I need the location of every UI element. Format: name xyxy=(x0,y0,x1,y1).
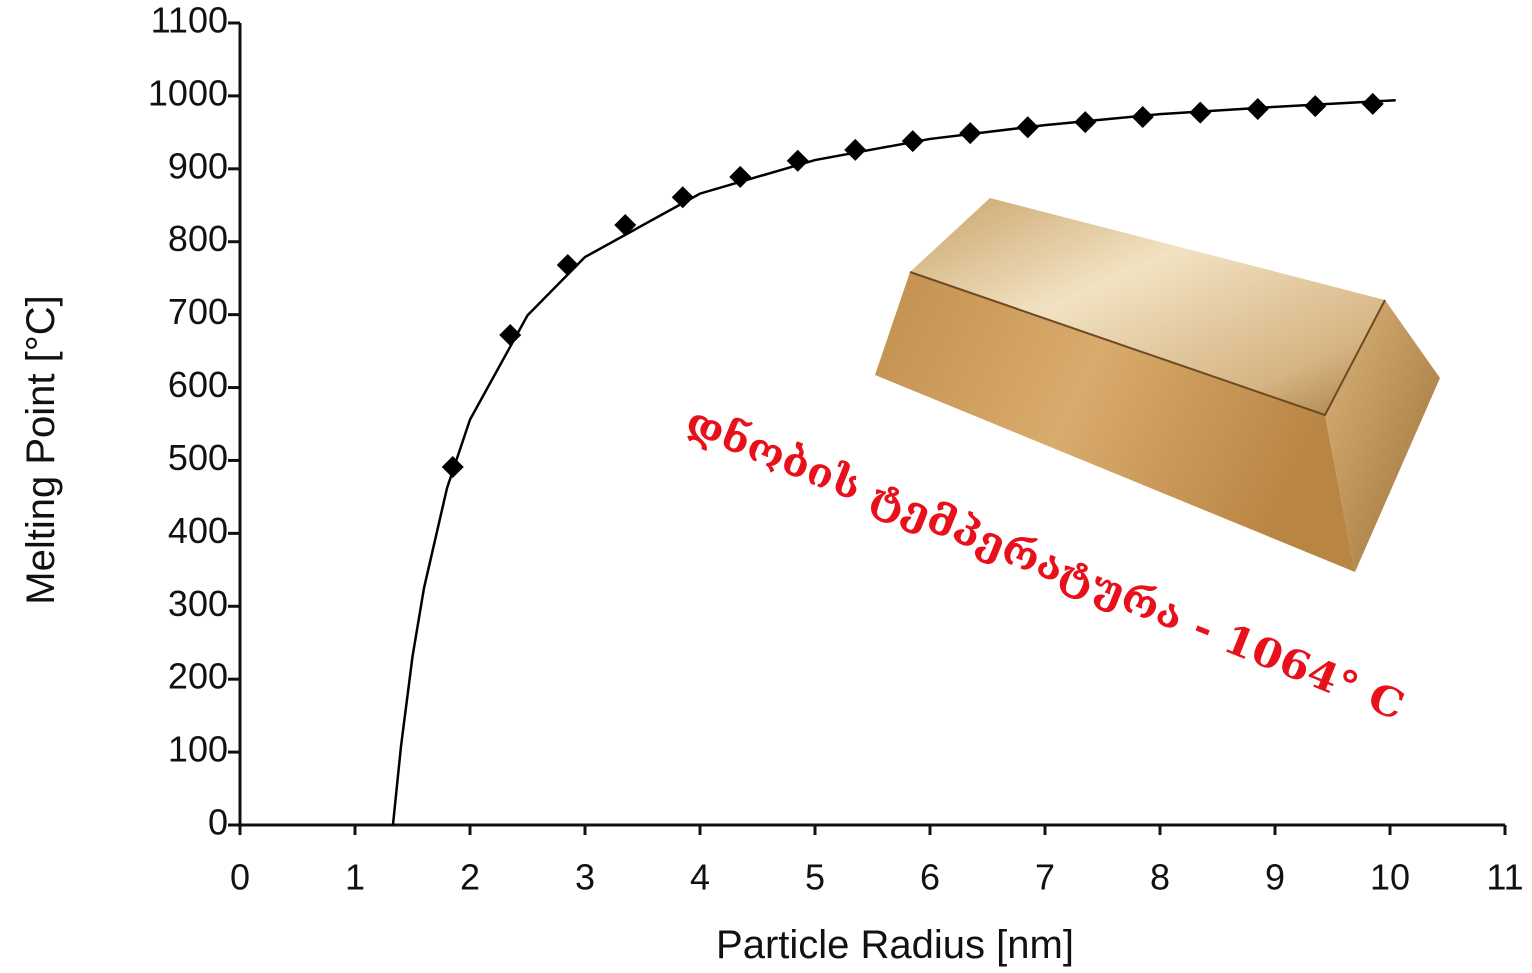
marker xyxy=(614,214,636,236)
y-tick-label: 200 xyxy=(168,656,228,697)
marker xyxy=(844,139,866,161)
y-tick-label: 900 xyxy=(168,145,228,186)
x-tick-label: 8 xyxy=(1150,857,1170,898)
x-tick-label: 9 xyxy=(1265,857,1285,898)
y-tick-label: 1100 xyxy=(151,0,228,41)
y-tick-label: 400 xyxy=(168,510,228,551)
x-tick-label: 3 xyxy=(575,857,595,898)
x-tick-label: 7 xyxy=(1035,857,1055,898)
x-tick-label: 4 xyxy=(690,857,710,898)
y-axis-title: Melting Point [°C] xyxy=(19,295,63,604)
marker xyxy=(1362,93,1384,115)
x-tick-label: 0 xyxy=(230,857,250,898)
x-tick-label: 10 xyxy=(1370,857,1410,898)
chart: Particle Radius [nm] Melting Point [°C] … xyxy=(0,0,1532,973)
x-tick-label: 2 xyxy=(460,857,480,898)
y-tick-label: 100 xyxy=(168,729,228,770)
x-tick-label: 6 xyxy=(920,857,940,898)
y-tick-label: 800 xyxy=(168,218,228,259)
y-tick-label: 0 xyxy=(208,802,228,843)
y-tick-label: 1000 xyxy=(148,72,228,113)
y-tick-label: 700 xyxy=(168,291,228,332)
x-axis-title: Particle Radius [nm] xyxy=(716,923,1074,967)
x-tick-label: 11 xyxy=(1486,857,1523,898)
y-tick-label: 500 xyxy=(168,437,228,478)
x-tick-label: 1 xyxy=(345,857,365,898)
marker xyxy=(672,186,694,208)
y-tick-label: 300 xyxy=(168,583,228,624)
y-tick-label: 600 xyxy=(168,364,228,405)
x-tick-label: 5 xyxy=(805,857,825,898)
